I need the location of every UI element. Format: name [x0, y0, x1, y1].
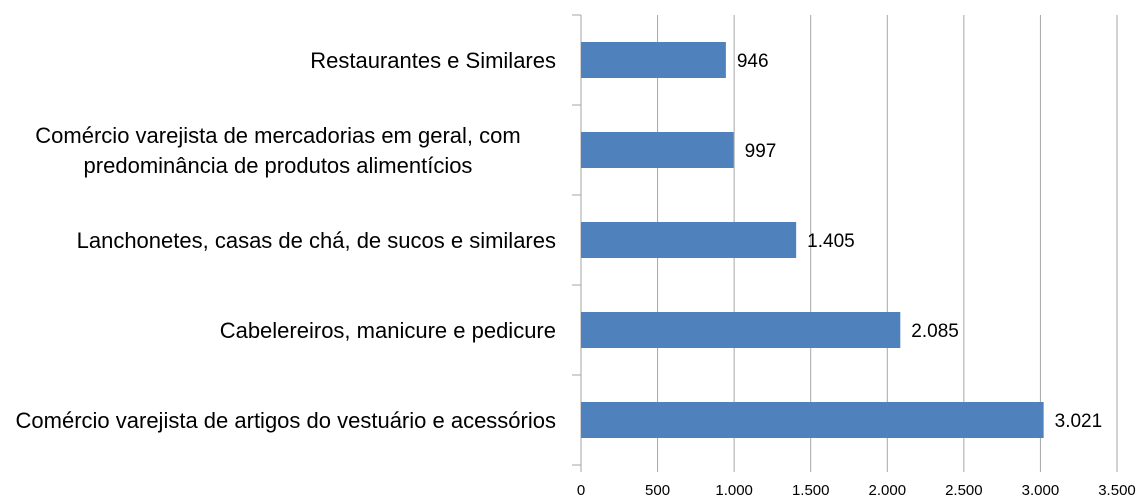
x-tick-label: 1.500: [792, 482, 830, 499]
bar: [581, 42, 726, 78]
category-text: Comércio varejista de artigos do vestuár…: [15, 408, 556, 433]
value-label: 3.021: [1055, 411, 1103, 432]
bar: [581, 222, 797, 258]
x-tick-label: 2.500: [945, 482, 983, 499]
bar: [581, 402, 1044, 438]
x-tick-label: 3.500: [1098, 482, 1136, 499]
x-tick-label: 2.000: [869, 482, 907, 499]
category-text: Comércio varejista de mercadorias em ger…: [35, 123, 521, 178]
x-tick-label: 0: [577, 482, 585, 499]
bar: [581, 312, 901, 348]
x-tick-label: 1.000: [715, 482, 753, 499]
category-text: Restaurantes e Similares: [310, 48, 556, 73]
category-text: Lanchonetes, casas de chá, de sucos e si…: [76, 228, 556, 253]
value-label: 1.405: [807, 231, 855, 252]
y-tick-label: Comércio varejista de artigos do vestuár…: [0, 406, 556, 436]
y-tick-label: Cabelereiros, manicure e pedicure: [0, 316, 556, 346]
value-label: 997: [745, 141, 777, 162]
bar: [581, 132, 734, 168]
category-text: Cabelereiros, manicure e pedicure: [219, 318, 556, 343]
y-tick-label: Restaurantes e Similares: [0, 46, 556, 76]
x-tick-label: 3.000: [1022, 482, 1060, 499]
y-tick-label: Lanchonetes, casas de chá, de sucos e si…: [0, 226, 556, 256]
value-label: 2.085: [911, 321, 959, 342]
x-tick-label: 500: [645, 482, 670, 499]
value-label: 946: [737, 51, 769, 72]
y-tick-label: Comércio varejista de mercadorias em ger…: [0, 121, 556, 181]
